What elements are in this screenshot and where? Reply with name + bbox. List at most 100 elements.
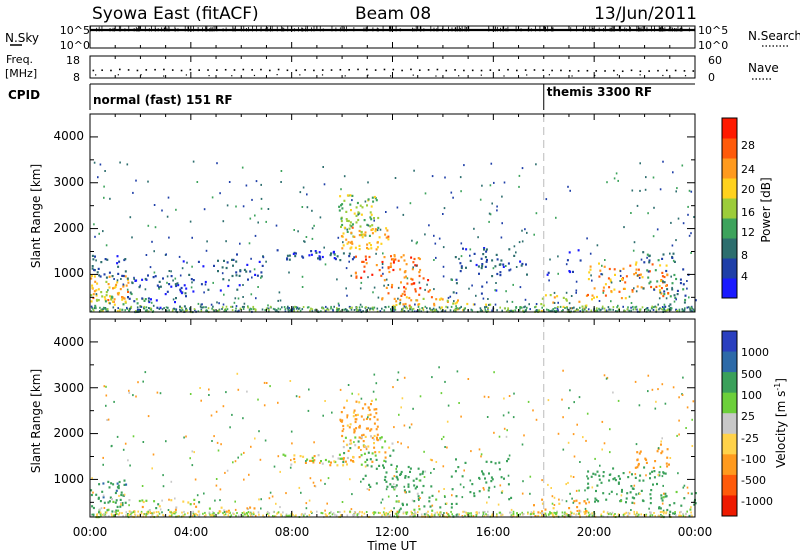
velocity-cell [132,394,134,397]
nave-point [231,75,233,77]
velocity-cell [575,489,578,492]
velocity-cell [620,500,623,503]
power-cell [332,309,334,312]
velocity-cell [247,511,250,513]
velocity-cell [308,499,311,502]
velocity-cell [537,514,540,517]
velocity-cell [634,476,637,479]
velocity-cell [463,469,465,472]
power-cell [200,303,202,306]
velocity-cell [145,514,147,517]
power-cell [540,303,543,306]
velocity-cell [417,497,420,500]
velocity-cell [320,511,323,514]
power-cell [277,299,279,302]
power-cell [348,255,351,258]
power-cell [292,306,294,309]
velocity-cell [355,427,358,430]
velocity-cell [161,511,163,514]
velocity-cell [486,501,488,504]
velocity-cell [112,500,115,503]
velocity-cbar-1000: 1000 [741,346,769,359]
velocity-cell [642,479,645,482]
velocity-cell [390,509,392,512]
power-cell [409,202,412,205]
power-cell [144,277,147,281]
power-cell [512,283,514,286]
power-cell [471,309,474,312]
velocity-cell [367,414,370,417]
velocity-cell [427,514,429,517]
velocity-cell [636,451,639,454]
power-cell [367,306,370,309]
velocity-cell [408,426,411,429]
power-cell [480,292,483,295]
power-cell [99,310,101,313]
power-cell [496,205,498,208]
power-cell [276,310,278,312]
velocity-cell [596,484,599,487]
power-cell [412,307,415,310]
power-cell [663,303,666,306]
velocity-cell [373,408,376,411]
velocity-cell [510,496,513,499]
velocity-cell [422,484,425,488]
velocity-cell [591,514,594,517]
power-cell [501,222,503,225]
velocity-cell [253,513,255,516]
velocity-cell [488,486,491,489]
velocity-cell [246,507,248,510]
velocity-cell [342,424,345,428]
velocity-cell [450,475,453,478]
power-cell [191,281,193,284]
power-cell [191,265,193,268]
power-cell [640,286,643,289]
power-cell [535,212,538,215]
power-cell [217,309,220,312]
velocity-cell [251,515,254,518]
power-cell [462,247,464,250]
velocity-cell [275,502,277,505]
velocity-cell [502,414,505,417]
beam-label: Beam 08 [355,4,431,24]
power-ytick-2000: 2000 [53,221,84,235]
velocity-cell [102,494,105,497]
power-colorbar-band [722,238,737,259]
power-cell [275,224,278,227]
velocity-cell [433,468,435,470]
power-cell [624,287,626,290]
velocity-cell [428,500,431,503]
velocity-cell [359,510,361,513]
velocity-cell [494,462,497,465]
power-cell [190,278,193,281]
velocity-cell [541,502,544,505]
power-cell [179,305,181,308]
velocity-cell [375,398,377,401]
velocity-cell [567,441,570,444]
power-cell [203,208,206,211]
power-cell [283,306,286,308]
power-cell [422,309,425,312]
power-cell [293,310,295,313]
power-cell [486,258,488,262]
velocity-cell [548,513,550,516]
velocity-cbar-500: 500 [741,368,762,381]
velocity-cell [578,396,581,399]
velocity-cell [413,500,416,503]
power-cell [689,309,692,312]
velocity-cell [668,463,670,466]
power-cell [179,308,181,311]
velocity-cell [414,512,417,515]
power-cell [338,205,341,208]
velocity-cell [617,513,620,516]
velocity-cell [338,453,341,456]
power-cell [556,307,559,310]
power-cell [646,269,649,272]
velocity-cell [584,507,587,510]
velocity-cell [342,460,345,464]
velocity-cell [258,430,260,433]
power-cell [351,242,354,245]
velocity-cell [413,508,416,511]
velocity-cell [487,513,489,516]
velocity-cell [378,464,381,467]
